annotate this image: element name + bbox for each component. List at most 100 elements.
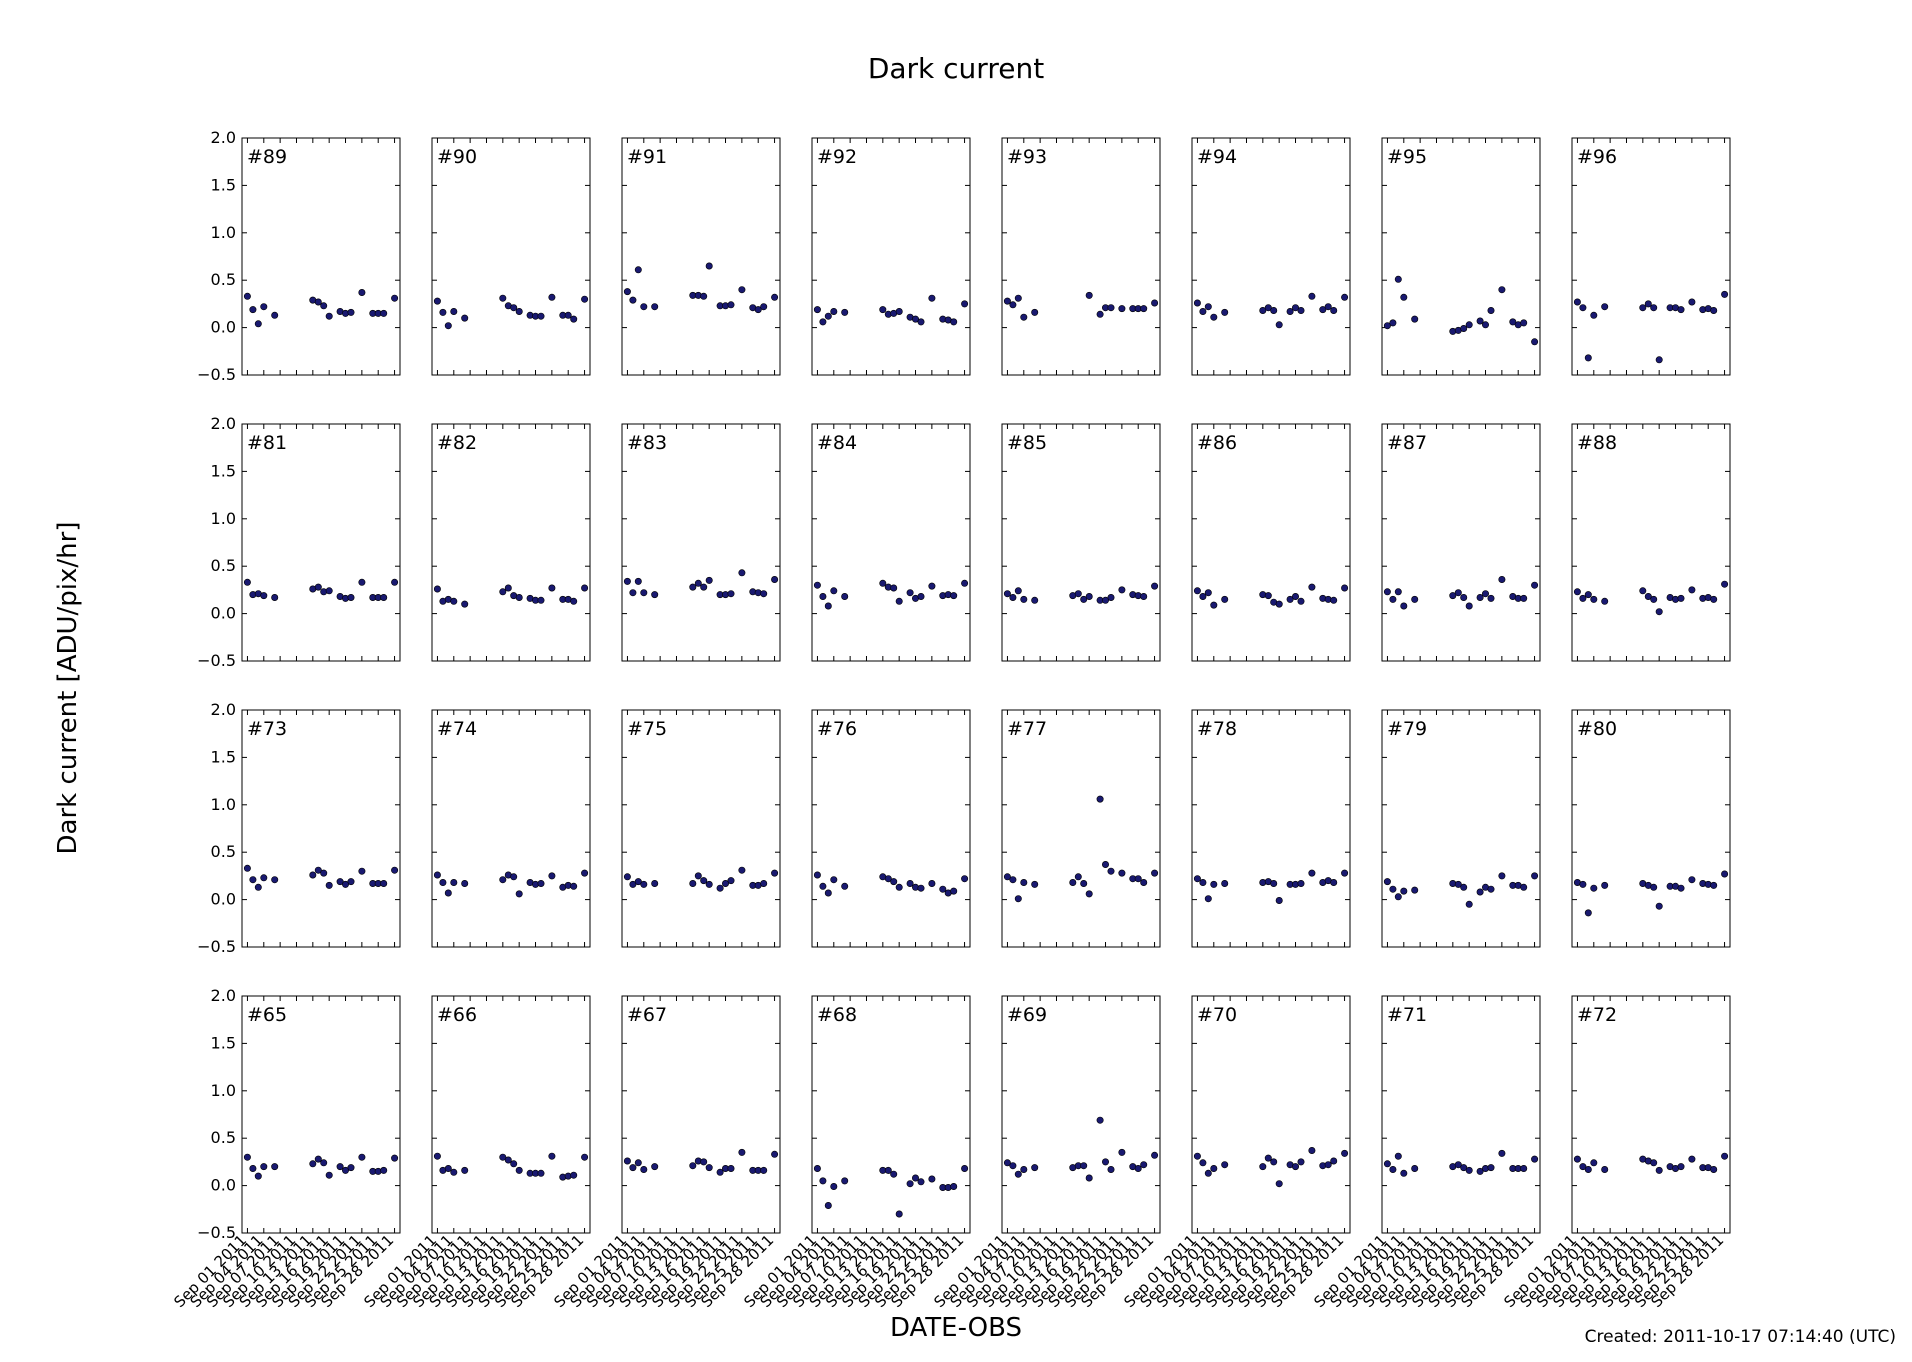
data-point bbox=[510, 873, 518, 881]
data-point bbox=[1221, 879, 1229, 887]
panel-label: #90 bbox=[437, 146, 477, 168]
panel-label: #84 bbox=[817, 432, 857, 454]
y-tick-label: 2.0 bbox=[211, 414, 236, 433]
data-point bbox=[1389, 885, 1397, 893]
data-point bbox=[515, 307, 523, 315]
data-point bbox=[1460, 593, 1468, 601]
data-point bbox=[623, 873, 631, 881]
data-point bbox=[1107, 593, 1115, 601]
data-point bbox=[1003, 590, 1011, 598]
data-point bbox=[1085, 1174, 1093, 1182]
data-point bbox=[651, 591, 659, 599]
data-point bbox=[1498, 575, 1506, 583]
data-point bbox=[260, 592, 268, 600]
panel-frame bbox=[811, 709, 971, 948]
data-point bbox=[1650, 1159, 1658, 1167]
data-point bbox=[906, 879, 914, 887]
data-point bbox=[1151, 1151, 1159, 1159]
data-point bbox=[515, 593, 523, 601]
data-point bbox=[694, 579, 702, 587]
data-point bbox=[1411, 315, 1419, 323]
data-point bbox=[1080, 879, 1088, 887]
data-point bbox=[1020, 313, 1028, 321]
data-point bbox=[1677, 306, 1685, 314]
data-point bbox=[1465, 321, 1473, 329]
data-point bbox=[1193, 1152, 1201, 1160]
panel-label: #87 bbox=[1387, 432, 1427, 454]
data-point bbox=[320, 1159, 328, 1167]
data-point bbox=[890, 584, 898, 592]
data-point bbox=[1193, 587, 1201, 595]
data-point bbox=[1650, 883, 1658, 891]
data-point bbox=[1400, 1169, 1408, 1177]
data-point bbox=[537, 596, 545, 604]
data-point bbox=[537, 312, 545, 320]
panel-88: #88 bbox=[1571, 423, 1731, 662]
data-point bbox=[1677, 1163, 1685, 1171]
data-point bbox=[1151, 869, 1159, 877]
panel-79: #79 bbox=[1381, 709, 1541, 948]
data-point bbox=[249, 306, 257, 314]
data-point bbox=[450, 878, 458, 886]
data-point bbox=[461, 314, 469, 322]
data-point bbox=[1482, 321, 1490, 329]
data-point bbox=[727, 590, 735, 598]
x-axis-label: DATE-OBS bbox=[889, 1313, 1023, 1343]
data-point bbox=[1009, 301, 1017, 309]
y-tick-label: 0.5 bbox=[211, 842, 236, 861]
data-point bbox=[444, 1165, 452, 1173]
data-point bbox=[433, 871, 441, 879]
data-point bbox=[1264, 304, 1272, 312]
data-point bbox=[1476, 1167, 1484, 1175]
data-point bbox=[1193, 875, 1201, 883]
panel-92: #92 bbox=[811, 137, 971, 376]
data-point bbox=[1400, 887, 1408, 895]
data-point bbox=[1341, 869, 1349, 877]
data-point bbox=[819, 882, 827, 890]
data-point bbox=[1003, 873, 1011, 881]
y-tick-label: 1.0 bbox=[211, 795, 236, 814]
data-point bbox=[1601, 597, 1609, 605]
data-point bbox=[1460, 324, 1468, 332]
panel-label: #86 bbox=[1197, 432, 1237, 454]
panel-label: #71 bbox=[1387, 1004, 1427, 1026]
data-point bbox=[771, 575, 779, 583]
data-point bbox=[1031, 880, 1039, 888]
data-point bbox=[928, 879, 936, 887]
data-point bbox=[651, 1163, 659, 1171]
data-point bbox=[689, 583, 697, 591]
data-point bbox=[1009, 876, 1017, 884]
data-point bbox=[570, 882, 578, 890]
panel-frame bbox=[1191, 995, 1351, 1234]
data-point bbox=[243, 292, 251, 300]
data-point bbox=[433, 1152, 441, 1160]
data-point bbox=[1014, 587, 1022, 595]
data-point bbox=[1140, 878, 1148, 886]
data-point bbox=[629, 296, 637, 304]
data-point bbox=[358, 867, 366, 875]
data-point bbox=[1107, 1166, 1115, 1174]
data-point bbox=[1140, 1161, 1148, 1169]
data-point bbox=[961, 579, 969, 587]
data-point bbox=[917, 1178, 925, 1186]
data-point bbox=[1411, 886, 1419, 894]
data-point bbox=[727, 301, 735, 309]
data-point bbox=[1020, 595, 1028, 603]
data-point bbox=[1118, 869, 1126, 877]
data-point bbox=[1020, 878, 1028, 886]
panel-96: #96 bbox=[1571, 137, 1731, 376]
data-point bbox=[1688, 1155, 1696, 1163]
data-point bbox=[1014, 294, 1022, 302]
data-point bbox=[1688, 586, 1696, 594]
data-point bbox=[1520, 883, 1528, 891]
y-tick-label: 2.0 bbox=[211, 986, 236, 1005]
data-point bbox=[1259, 1163, 1267, 1171]
panel-label: #69 bbox=[1007, 1004, 1047, 1026]
panel-81: −0.5 0.0 0.5 1.0 1.5 2.0 #81 bbox=[197, 414, 401, 670]
data-point bbox=[1677, 594, 1685, 602]
data-point bbox=[243, 578, 251, 586]
data-point bbox=[1400, 602, 1408, 610]
data-point bbox=[917, 592, 925, 600]
panel-frame bbox=[621, 423, 781, 662]
